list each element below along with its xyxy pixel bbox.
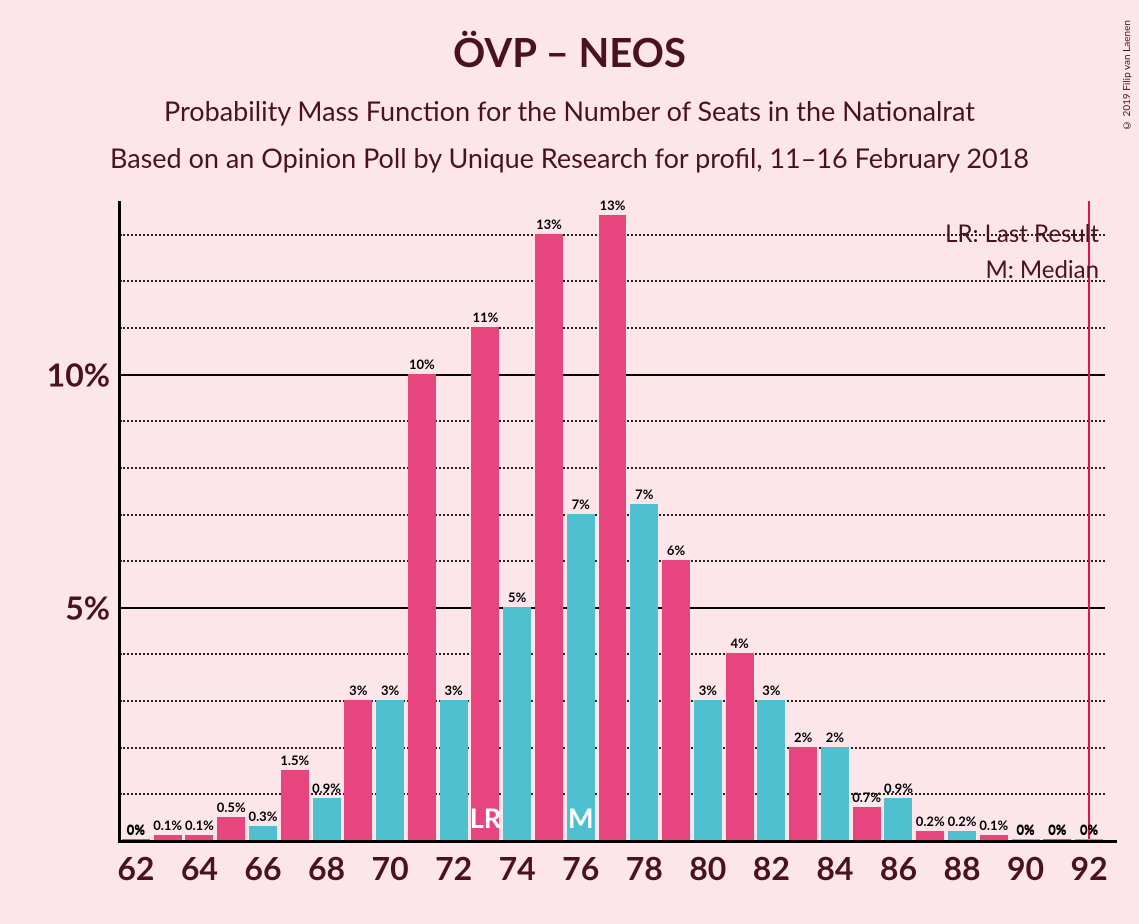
bar-value-label: 10% [409, 356, 435, 374]
y-axis-label: 5% [65, 587, 120, 626]
bar-secondary: 3% [376, 700, 404, 840]
bar-primary: 13% [535, 234, 563, 840]
bar-value-label: 0.1% [979, 817, 1008, 835]
x-axis-label: 90 [1007, 840, 1044, 887]
bar-primary: 2% [789, 747, 817, 840]
y-axis-label: 10% [47, 354, 120, 393]
x-axis-label: 76 [562, 840, 599, 887]
bar-value-label: 0.5% [217, 799, 246, 817]
bar-value-label: 0.1% [153, 817, 182, 835]
bar-value-label: 0.2% [948, 813, 977, 831]
x-axis-label: 84 [816, 840, 853, 887]
bar-primary: 0.2% [916, 831, 944, 840]
legend-median: M: Median [985, 255, 1099, 284]
x-axis-label: 78 [626, 840, 663, 887]
bar-primary: 11% [471, 327, 499, 840]
threshold-line [1088, 201, 1090, 840]
bar-value-label: 0.9% [312, 780, 341, 798]
bar-value-label: 0% [1016, 821, 1034, 839]
copyright-label: © 2019 Filip van Laenen [1121, 20, 1133, 131]
chart-subtitle-2: Based on an Opinion Poll by Unique Resea… [0, 127, 1139, 174]
bar-value-label: 0.9% [884, 780, 913, 798]
bar-primary: 0.1% [980, 835, 1008, 840]
bar-secondary: 5% [503, 607, 531, 840]
bar-value-label: 1.5% [280, 752, 309, 770]
bar-secondary: 7% [567, 514, 595, 840]
median-marker: M [568, 801, 594, 834]
chart-title: ÖVP – NEOS [0, 0, 1139, 76]
legend-last-result: LR: Last Result [945, 219, 1099, 248]
x-axis-label: 70 [372, 840, 409, 887]
bar-primary: 3% [344, 700, 372, 840]
bar-primary: 4% [726, 653, 754, 840]
y-axis [118, 201, 121, 840]
bar-value-label: 0% [127, 821, 145, 839]
bar-secondary: 3% [440, 700, 468, 840]
bar-value-label: 2% [794, 729, 812, 747]
x-axis-label: 88 [943, 840, 980, 887]
bar-primary: 0.1% [154, 835, 182, 840]
bar-value-label: 0% [1048, 821, 1066, 839]
bar-value-label: 3% [445, 682, 463, 700]
x-axis-label: 64 [181, 840, 218, 887]
bar-secondary: 0.2% [948, 831, 976, 840]
bar-value-label: 13% [600, 197, 626, 215]
bar-value-label: 3% [381, 682, 399, 700]
bar-secondary: 0.9% [884, 798, 912, 840]
bar-primary: 13% [599, 215, 627, 840]
bar-value-label: 3% [349, 682, 367, 700]
bar-secondary: 0.9% [313, 798, 341, 840]
bar-value-label: 0% [1080, 821, 1098, 839]
bar-value-label: 0.2% [916, 813, 945, 831]
x-axis-label: 92 [1071, 840, 1108, 887]
bar-value-label: 11% [473, 309, 499, 327]
bar-primary: 10% [408, 374, 436, 840]
bar-value-label: 3% [699, 682, 717, 700]
x-axis-label: 72 [435, 840, 472, 887]
chart-subtitle-1: Probability Mass Function for the Number… [0, 76, 1139, 127]
x-axis-label: 82 [753, 840, 790, 887]
bar-value-label: 0.3% [249, 808, 278, 826]
x-axis-label: 62 [117, 840, 154, 887]
bar-primary: 0.5% [217, 817, 245, 840]
x-axis-label: 68 [308, 840, 345, 887]
bar-value-label: 7% [572, 496, 590, 514]
bar-value-label: 0.7% [852, 789, 881, 807]
x-axis-label: 66 [244, 840, 281, 887]
bar-secondary: 3% [757, 700, 785, 840]
bar-value-label: 7% [635, 486, 653, 504]
bar-value-label: 0.1% [185, 817, 214, 835]
bar-secondary: 3% [694, 700, 722, 840]
bar-primary: 1.5% [281, 770, 309, 840]
bar-value-label: 6% [667, 542, 685, 560]
x-axis-label: 74 [499, 840, 536, 887]
bar-primary: 0.7% [853, 807, 881, 840]
bar-secondary: 2% [821, 747, 849, 840]
bar-value-label: 13% [536, 216, 562, 234]
bar-value-label: 5% [508, 589, 526, 607]
bar-primary: 0% [1043, 839, 1071, 840]
last-result-marker: LR [470, 801, 501, 834]
bar-value-label: 2% [826, 729, 844, 747]
x-axis-label: 86 [880, 840, 917, 887]
bar-secondary: 0.3% [249, 826, 277, 840]
bar-secondary: 7% [630, 504, 658, 840]
chart-plot-area: 5%10%0%0%0.1%0.1%0.5%0.3%1.5%0.9%3%3%10%… [120, 215, 1105, 840]
bar-value-label: 4% [730, 635, 748, 653]
bar-value-label: 3% [762, 682, 780, 700]
bar-primary: 6% [662, 560, 690, 840]
x-axis-label: 80 [689, 840, 726, 887]
